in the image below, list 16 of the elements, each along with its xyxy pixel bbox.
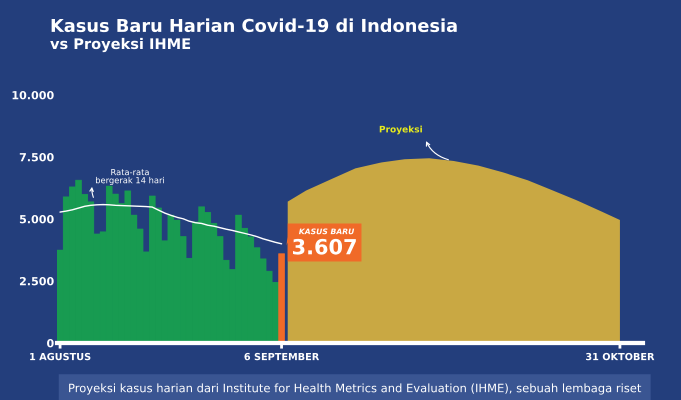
line-series	[59, 204, 282, 244]
annotation: Proyeksi	[380, 126, 422, 134]
bar	[278, 253, 285, 343]
chart-title: Kasus Baru Harian Covid-19 di Indonesia	[52, 18, 457, 32]
chart-subtitle: vs Proyeksi IHME	[50, 38, 190, 52]
y-tick-label: 10.000	[12, 90, 54, 100]
annotation: Rata-rata bergerak 14 hari	[96, 169, 164, 185]
y-tick-label: 2.500	[20, 276, 54, 286]
y-tick-label: 0	[47, 338, 54, 348]
y-tick-label: 5.000	[20, 214, 54, 224]
x-tick-label: 6 SEPTEMBER	[244, 352, 320, 360]
x-tick-label: 1 AGUSTUS	[30, 352, 90, 360]
text: Proyeksi kasus harian dari Institute for Health Metrics and Evaluation (IHME), sebuah lembaga riset	[69, 383, 642, 395]
data-label: 3.607	[293, 238, 356, 255]
x-tick-label: 31 OKTOBER	[586, 352, 654, 360]
y-tick-label: 7.500	[20, 152, 54, 162]
